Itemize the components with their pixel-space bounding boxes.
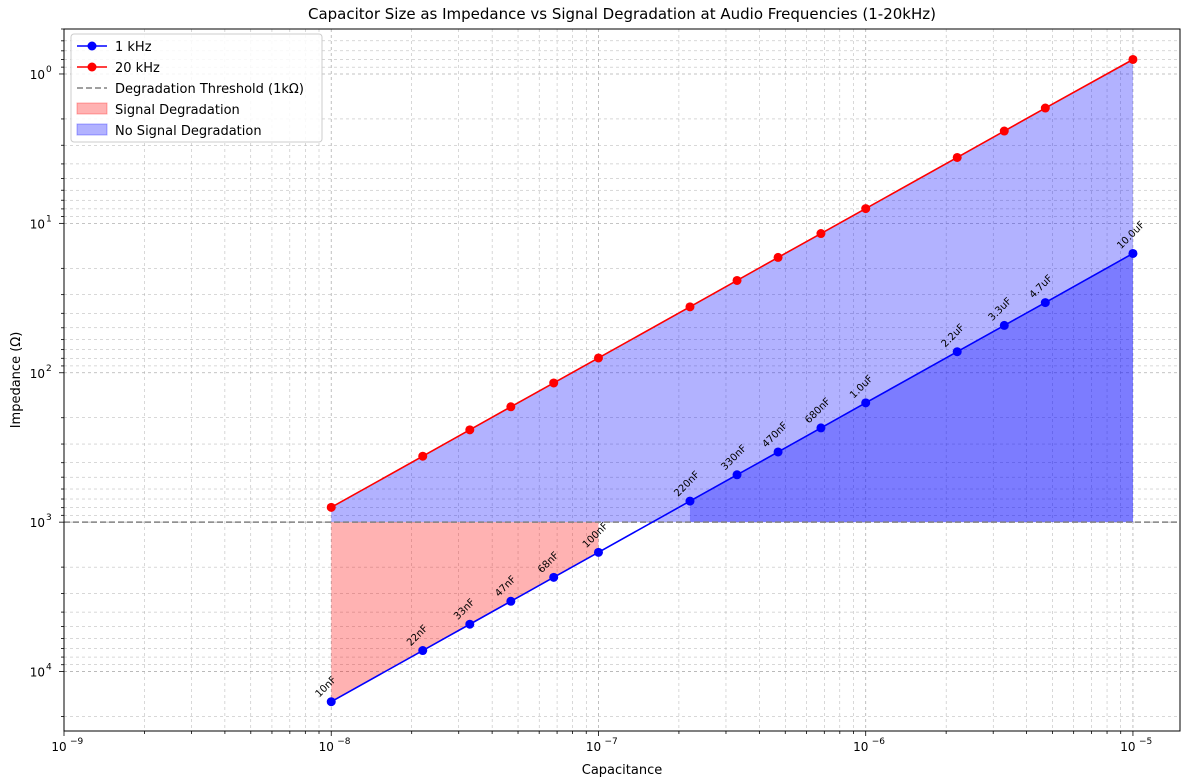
data-point-1khz bbox=[593, 547, 603, 557]
x-axis-title: Capacitance bbox=[582, 763, 662, 778]
legend-label-signal-degradation: Signal Degradation bbox=[115, 103, 240, 118]
data-point-20khz bbox=[861, 204, 871, 214]
data-point-20khz bbox=[549, 378, 559, 388]
signal-degradation-area bbox=[331, 522, 599, 702]
y-tick-exponent: 3 bbox=[46, 513, 52, 523]
axis-layer: 10 −9 10 −8 10 −7 10 −6 10 −510 010 110 210 310 4 bbox=[30, 28, 1152, 754]
data-point-20khz bbox=[418, 451, 428, 461]
x-tick-exponent: −5 bbox=[1139, 737, 1152, 747]
x-tick-label: 10 bbox=[1120, 740, 1135, 754]
x-tick-label: 10 bbox=[853, 740, 868, 754]
no-signal-degradation-area bbox=[331, 59, 1133, 523]
data-point-20khz bbox=[1040, 103, 1050, 113]
y-tick-exponent: 4 bbox=[46, 663, 52, 673]
data-point-20khz bbox=[593, 353, 603, 363]
data-point-20khz bbox=[999, 126, 1009, 136]
data-point-20khz bbox=[326, 502, 336, 512]
data-point-1khz bbox=[999, 320, 1009, 330]
data-point-20khz bbox=[506, 402, 516, 412]
data-point-20khz bbox=[952, 152, 962, 162]
data-point-20khz bbox=[685, 302, 695, 312]
legend-swatch-signal-degradation bbox=[76, 102, 108, 115]
y-tick-label: 10 bbox=[30, 666, 45, 680]
x-tick-label: 10 bbox=[319, 740, 334, 754]
x-tick-label: 10 bbox=[51, 740, 66, 754]
x-tick-exponent: −9 bbox=[70, 737, 84, 747]
data-point-20khz bbox=[1128, 54, 1138, 64]
data-point-1khz bbox=[1128, 248, 1138, 258]
legend-label-no-signal-degradation: No Signal Degradation bbox=[115, 124, 262, 139]
data-point-20khz bbox=[816, 229, 826, 239]
data-point-1khz bbox=[465, 619, 475, 629]
legend-label-series-20khz: 20 kHz bbox=[115, 61, 160, 76]
data-point-1khz bbox=[861, 398, 871, 408]
data-point-1khz bbox=[506, 596, 516, 606]
y-axis-title: Impedance (Ω) bbox=[9, 332, 24, 429]
legend-swatch-no-signal-degradation bbox=[76, 123, 108, 136]
data-point-1khz bbox=[816, 423, 826, 433]
plot-frame bbox=[63, 28, 1181, 732]
data-point-1khz bbox=[1040, 298, 1050, 308]
y-tick-label: 10 bbox=[30, 217, 45, 231]
x-tick-exponent: −6 bbox=[872, 737, 886, 747]
chart-title: Capacitor Size as Impedance vs Signal De… bbox=[308, 5, 936, 23]
data-point-20khz bbox=[465, 425, 475, 435]
grid-layer bbox=[63, 28, 1180, 731]
y-tick-exponent: 0 bbox=[46, 65, 52, 75]
x-tick-label: 10 bbox=[586, 740, 601, 754]
data-point-1khz bbox=[326, 697, 336, 707]
y-tick-label: 10 bbox=[30, 68, 45, 82]
series-layer bbox=[326, 54, 1138, 707]
data-point-1khz bbox=[418, 646, 428, 656]
data-point-1khz bbox=[549, 572, 559, 582]
y-tick-label: 10 bbox=[30, 516, 45, 530]
x-tick-exponent: −8 bbox=[337, 737, 351, 747]
legend-box bbox=[70, 33, 323, 143]
no-signal-degradation-area-1khz bbox=[689, 253, 1133, 523]
data-point-1khz bbox=[952, 347, 962, 357]
legend-label-threshold: Degradation Threshold (1kΩ) bbox=[115, 82, 304, 97]
data-point-1khz bbox=[685, 496, 695, 506]
y-tick-exponent: 2 bbox=[46, 364, 52, 374]
fill-layer bbox=[331, 59, 1133, 702]
data-point-20khz bbox=[773, 252, 783, 262]
legend-marker-series-20khz bbox=[87, 62, 97, 72]
x-tick-exponent: −7 bbox=[604, 737, 617, 747]
data-point-1khz bbox=[732, 470, 742, 480]
y-tick-label: 10 bbox=[30, 367, 45, 381]
legend-marker-series-1khz bbox=[87, 41, 97, 51]
data-point-1khz bbox=[773, 447, 783, 457]
legend: 1 kHz 20 kHz Degradation Threshold (1kΩ) Si… bbox=[70, 33, 323, 143]
data-point-20khz bbox=[732, 275, 742, 285]
y-tick-exponent: 1 bbox=[46, 214, 52, 224]
legend-label-series-1khz: 1 kHz bbox=[115, 40, 152, 55]
